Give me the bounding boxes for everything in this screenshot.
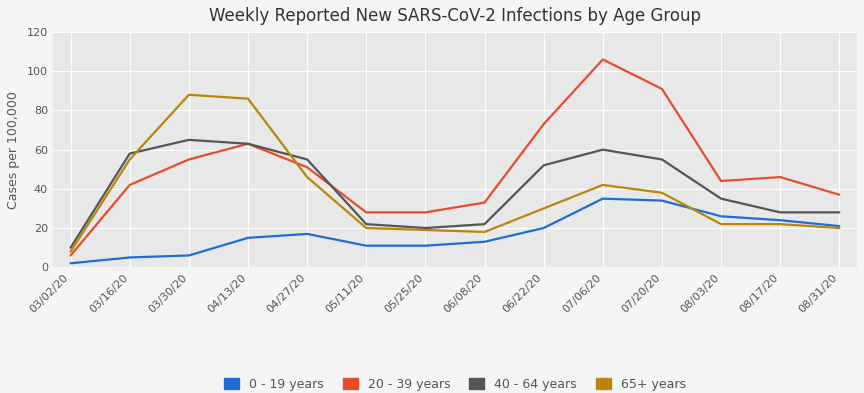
- Line: 20 - 39 years: 20 - 39 years: [71, 59, 839, 255]
- 40 - 64 years: [716, 196, 727, 201]
- 20 - 39 years: [66, 253, 76, 258]
- 40 - 64 years: [124, 151, 135, 156]
- 40 - 64 years: [243, 141, 253, 146]
- 0 - 19 years: [66, 261, 76, 266]
- 65+ years: [538, 206, 549, 211]
- 20 - 39 years: [420, 210, 430, 215]
- 20 - 39 years: [834, 192, 844, 197]
- 20 - 39 years: [538, 122, 549, 127]
- 65+ years: [361, 226, 372, 230]
- Legend: 0 - 19 years, 20 - 39 years, 40 - 64 years, 65+ years: 0 - 19 years, 20 - 39 years, 40 - 64 yea…: [218, 372, 692, 393]
- 65+ years: [66, 249, 76, 254]
- 40 - 64 years: [184, 138, 194, 142]
- 40 - 64 years: [480, 222, 490, 226]
- 20 - 39 years: [480, 200, 490, 205]
- 0 - 19 years: [124, 255, 135, 260]
- 0 - 19 years: [657, 198, 667, 203]
- 0 - 19 years: [775, 218, 785, 222]
- 0 - 19 years: [598, 196, 608, 201]
- 0 - 19 years: [480, 239, 490, 244]
- Title: Weekly Reported New SARS-CoV-2 Infections by Age Group: Weekly Reported New SARS-CoV-2 Infection…: [209, 7, 701, 25]
- 65+ years: [716, 222, 727, 226]
- 0 - 19 years: [834, 224, 844, 228]
- 40 - 64 years: [302, 157, 312, 162]
- 65+ years: [775, 222, 785, 226]
- 0 - 19 years: [184, 253, 194, 258]
- 65+ years: [834, 226, 844, 230]
- 40 - 64 years: [598, 147, 608, 152]
- 40 - 64 years: [538, 163, 549, 168]
- Line: 0 - 19 years: 0 - 19 years: [71, 198, 839, 263]
- 20 - 39 years: [184, 157, 194, 162]
- 20 - 39 years: [361, 210, 372, 215]
- 40 - 64 years: [361, 222, 372, 226]
- 65+ years: [420, 228, 430, 232]
- 65+ years: [243, 96, 253, 101]
- 20 - 39 years: [716, 179, 727, 184]
- 40 - 64 years: [775, 210, 785, 215]
- 65+ years: [598, 183, 608, 187]
- 0 - 19 years: [243, 235, 253, 240]
- 40 - 64 years: [66, 245, 76, 250]
- 65+ years: [184, 92, 194, 97]
- Y-axis label: Cases per 100,000: Cases per 100,000: [7, 91, 20, 209]
- 20 - 39 years: [657, 86, 667, 91]
- 0 - 19 years: [420, 243, 430, 248]
- 40 - 64 years: [834, 210, 844, 215]
- 65+ years: [302, 175, 312, 180]
- 20 - 39 years: [775, 175, 785, 180]
- 65+ years: [124, 157, 135, 162]
- 40 - 64 years: [657, 157, 667, 162]
- Line: 40 - 64 years: 40 - 64 years: [71, 140, 839, 248]
- 20 - 39 years: [302, 165, 312, 170]
- 0 - 19 years: [538, 226, 549, 230]
- 20 - 39 years: [243, 141, 253, 146]
- 20 - 39 years: [598, 57, 608, 62]
- 0 - 19 years: [302, 231, 312, 236]
- Line: 65+ years: 65+ years: [71, 95, 839, 252]
- 0 - 19 years: [361, 243, 372, 248]
- 65+ years: [480, 230, 490, 234]
- 65+ years: [657, 190, 667, 195]
- 20 - 39 years: [124, 183, 135, 187]
- 40 - 64 years: [420, 226, 430, 230]
- 0 - 19 years: [716, 214, 727, 219]
